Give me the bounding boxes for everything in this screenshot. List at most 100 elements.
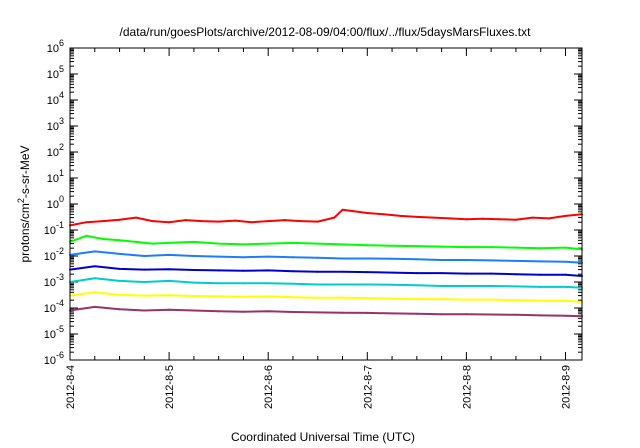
data-point [118, 308, 121, 311]
y-tick-base: 10 [47, 43, 59, 55]
data-point [415, 215, 418, 218]
series-line-5 [69, 277, 583, 289]
data-point [341, 257, 344, 260]
y-tick-base: 10 [47, 147, 59, 159]
data-point [93, 277, 96, 280]
data-point [168, 241, 171, 244]
y-axis-label-sup: 2 [16, 198, 26, 203]
y-tick-base: 10 [44, 225, 56, 237]
data-point [490, 272, 493, 275]
data-point [341, 243, 344, 246]
data-point [465, 313, 468, 316]
data-point [514, 313, 517, 316]
y-tick-label: 10-1 [44, 220, 64, 237]
data-point [548, 217, 550, 220]
data-point [564, 299, 567, 302]
data-point [242, 243, 245, 246]
y-tick-exponent: 1 [59, 168, 64, 178]
data-point [217, 269, 220, 272]
data-point [391, 257, 394, 260]
data-point [366, 271, 369, 274]
data-point [292, 256, 294, 259]
data-point [366, 311, 369, 314]
y-tick-base: 10 [44, 303, 56, 315]
y-tick-base: 10 [47, 173, 59, 185]
data-point [440, 245, 443, 248]
data-point [168, 294, 171, 297]
data-point [316, 270, 319, 273]
data-point [564, 214, 567, 217]
data-point [440, 259, 443, 261]
data-point [440, 272, 443, 275]
data-point [93, 250, 96, 253]
data-point [102, 238, 104, 240]
data-point [490, 246, 493, 249]
y-tick-label: 105 [47, 64, 64, 81]
data-point [267, 282, 270, 285]
data-point [93, 305, 96, 308]
data-point [292, 241, 294, 244]
data-point [118, 279, 121, 282]
data-point [316, 311, 319, 314]
data-point [514, 299, 517, 302]
y-tick-base: 10 [44, 329, 56, 341]
x-tick-label: 2012-8-5 [164, 365, 176, 409]
y-tick-base: 10 [47, 199, 59, 211]
y-tick-base: 10 [44, 251, 56, 263]
data-point [283, 219, 286, 222]
y-tick-base: 10 [44, 355, 56, 367]
data-point [531, 216, 534, 219]
y-axis-label-rest: -s-sr-MeV [18, 145, 32, 198]
data-point [93, 265, 96, 268]
y-tick-exponent: -4 [56, 298, 64, 308]
data-point [564, 285, 567, 288]
data-point [415, 258, 418, 261]
data-point [391, 244, 394, 247]
data-point [143, 309, 146, 312]
data-point [217, 310, 220, 313]
data-point [564, 273, 567, 276]
series-line-6 [69, 291, 583, 303]
data-point [250, 221, 253, 224]
y-tick-exponent: 0 [59, 194, 64, 204]
data-point [267, 242, 270, 245]
data-point [192, 295, 195, 297]
data-point [143, 294, 146, 297]
data-point [102, 220, 104, 223]
data-point [341, 283, 344, 286]
data-point [514, 246, 517, 249]
y-tick-base: 10 [47, 69, 59, 81]
data-point [151, 242, 154, 245]
data-point [341, 208, 344, 211]
data-point [242, 295, 245, 298]
data-point [514, 273, 517, 276]
plot-frame [69, 47, 583, 361]
data-point [168, 268, 171, 271]
data-point [217, 295, 220, 298]
data-point [267, 310, 270, 313]
data-point [192, 309, 195, 312]
data-point [448, 217, 451, 220]
axis-ticks: 10-610-510-410-310-210-11001011021031041… [44, 38, 582, 409]
data-point [93, 291, 96, 294]
data-point [481, 217, 484, 220]
data-point [135, 216, 138, 219]
data-point [539, 247, 542, 250]
y-tick-label: 10-5 [44, 324, 64, 341]
x-tick-label: 2012-8-4 [65, 365, 77, 409]
data-point [382, 213, 385, 216]
y-tick-exponent: 3 [59, 116, 64, 126]
y-tick-label: 10-6 [44, 350, 64, 367]
y-axis-label-base: protons/cm [18, 203, 32, 262]
data-point [539, 260, 542, 263]
data-point [300, 220, 303, 223]
data-point [118, 252, 121, 255]
data-point [316, 256, 319, 259]
data-point [217, 220, 220, 223]
data-point [168, 308, 171, 311]
data-point [366, 257, 369, 260]
y-tick-exponent: -3 [56, 272, 64, 282]
data-point [292, 270, 294, 273]
data-point [391, 312, 394, 315]
